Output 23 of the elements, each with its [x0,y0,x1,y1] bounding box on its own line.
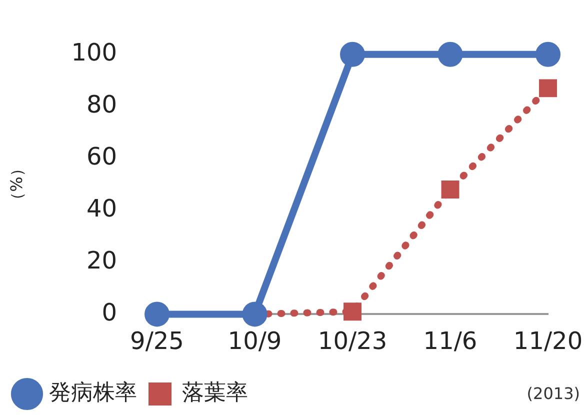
x-tick-label: 11/20 [513,326,583,355]
y-tick-label: 40 [86,194,118,223]
point [539,79,557,98]
point [344,302,362,321]
legend-label: 発病株率 [49,380,137,406]
x-tick-label: 9/25 [130,326,184,355]
x-tick-label: 10/23 [318,326,388,355]
point [438,42,463,67]
y-tick-label: 80 [86,90,118,119]
y-tick-label: 60 [86,142,118,171]
y-tick-label: 20 [86,246,118,274]
point [536,42,560,67]
legend-label: 落葉率 [182,380,248,406]
point [242,302,268,327]
point [340,42,366,67]
y-tick-label: 0 [102,298,118,326]
point [144,302,170,327]
y-tick-label: 100 [71,38,118,67]
x-tick-label: 10/9 [228,326,282,355]
point [441,180,460,198]
x-tick-label: 11/6 [423,326,478,355]
text: (2013) [526,384,580,404]
y-axis-title: （%） [6,160,26,208]
